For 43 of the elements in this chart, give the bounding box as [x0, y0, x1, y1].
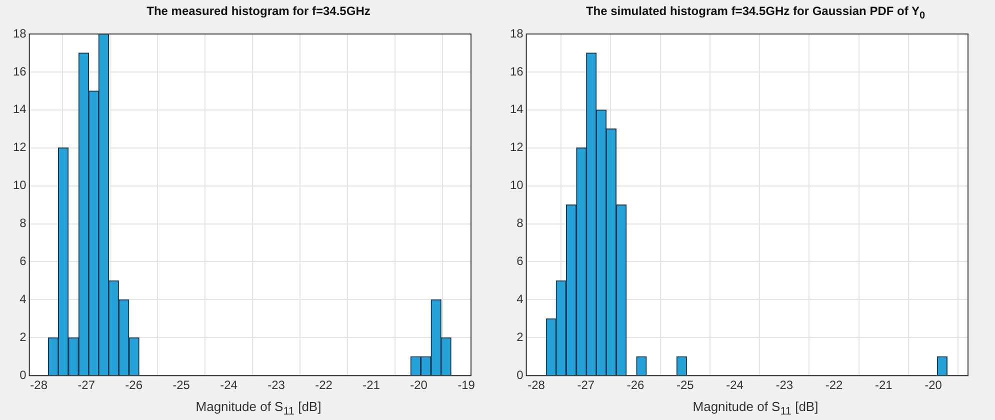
y-tick-label: 8	[516, 216, 524, 230]
x-tick-label: -19	[458, 378, 476, 392]
y-tick-label: 12	[510, 140, 524, 154]
x-tick-label: -25	[172, 378, 190, 392]
x-tick-label: -22	[315, 378, 333, 392]
chart-title: The simulated histogram f=34.5GHz for Gaussian PDF of Y$_{0}$	[584, 4, 926, 22]
y-tick-label: 6	[516, 254, 524, 268]
y-tick-label: 2	[20, 330, 27, 344]
y-tick-label: 18	[510, 26, 524, 40]
y-tick-label: 10	[510, 178, 524, 192]
y-tick-label: 18	[12, 26, 27, 40]
y-tick-label: 8	[20, 216, 27, 230]
x-tick-label: -21	[874, 378, 893, 392]
y-tick-label: 0	[516, 368, 524, 382]
x-axis-title: Magnitude of S$_{11}$ [dB]	[194, 399, 322, 418]
y-tick-label: 2	[516, 330, 524, 344]
x-tick-label: -24	[220, 378, 238, 392]
y-tick-label: 4	[20, 292, 27, 306]
x-tick-label: -26	[626, 378, 645, 392]
x-tick-label: -20	[924, 378, 942, 392]
x-tick-label: -25	[676, 378, 694, 392]
x-tick-label: -27	[78, 378, 96, 392]
x-tick-label: -21	[362, 378, 380, 392]
x-tick-label: -26	[125, 378, 143, 392]
x-tick-label: -23	[776, 378, 794, 392]
y-tick-label: 16	[12, 64, 27, 78]
x-tick-label: -27	[577, 378, 595, 392]
y-tick-label: 12	[12, 140, 27, 154]
x-axis-title: Magnitude of S$_{11}$ [dB]	[692, 399, 820, 418]
y-tick-label: 14	[510, 102, 524, 116]
y-tick-label: 6	[20, 254, 27, 268]
x-tick-label: -24	[726, 378, 744, 392]
x-tick-label: -28	[30, 378, 48, 392]
y-tick-label: 16	[510, 64, 524, 78]
y-tick-label: 14	[12, 102, 27, 116]
y-tick-label: 4	[516, 292, 524, 306]
y-tick-label: 10	[12, 178, 27, 192]
x-tick-label: -20	[410, 378, 428, 392]
x-tick-label: -22	[825, 378, 844, 392]
chart-title: The measured histogram for f=34.5GHz	[146, 4, 372, 18]
y-tick-label: 0	[20, 368, 27, 382]
x-tick-label: -23	[268, 378, 286, 392]
x-tick-label: -28	[528, 378, 546, 392]
